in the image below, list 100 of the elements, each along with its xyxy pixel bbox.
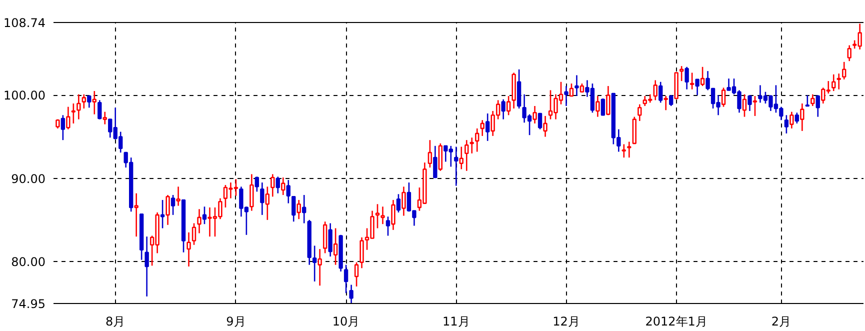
candlestick (622, 144, 626, 158)
y-tick-label: 108.74 (4, 16, 46, 30)
candlestick (501, 98, 506, 120)
x-tick-label: 12月 (552, 314, 580, 328)
candlestick (596, 95, 600, 118)
x-tick-label: 8月 (106, 314, 126, 328)
candlestick (653, 80, 658, 101)
candlestick (700, 66, 705, 87)
candlestick (721, 87, 726, 108)
candlestick (186, 232, 191, 268)
candlestick (658, 81, 663, 104)
candlestick (87, 95, 92, 108)
candlestick (784, 114, 789, 134)
x-tick-label: 2012年1月 (645, 314, 708, 328)
candlestick (669, 94, 674, 107)
candlestick (438, 142, 443, 172)
candlestick (170, 194, 176, 216)
x-tick-label: 9月 (226, 314, 246, 328)
candlestick (176, 186, 180, 206)
y-tick-label: 100.00 (4, 88, 46, 103)
candlestick (192, 222, 196, 246)
y-tick-label: 74.95 (11, 297, 46, 311)
candlestick (847, 44, 852, 62)
candlestick (281, 176, 286, 196)
candlestick (396, 193, 401, 214)
candlestick (816, 94, 820, 118)
candlestick (748, 94, 752, 112)
candlestick (600, 98, 606, 116)
candlestick (286, 179, 290, 204)
candlestick (454, 146, 458, 186)
candlestick (250, 174, 254, 212)
candlestick (832, 74, 836, 92)
candlestick (292, 196, 296, 222)
candlestick (752, 95, 758, 117)
candlestick (794, 112, 800, 124)
candlestick (790, 111, 794, 130)
candlestick (144, 236, 149, 298)
candlestick (302, 194, 306, 224)
candlestick (402, 186, 406, 216)
candlestick (354, 262, 359, 288)
candlestick (480, 119, 484, 137)
candlestick (92, 90, 96, 115)
candlestick (197, 208, 202, 234)
candlestick (391, 199, 396, 231)
x-tick-label: 10月 (332, 314, 360, 328)
candlestick (344, 264, 348, 294)
candlestick (333, 228, 338, 266)
candlestick (664, 95, 668, 111)
candlestick (627, 141, 632, 158)
candlestick (574, 74, 579, 97)
candlestick (296, 199, 301, 220)
candlestick (276, 176, 280, 194)
candlestick (606, 85, 610, 116)
candlestick (842, 61, 846, 80)
candlestick (695, 78, 700, 96)
candlestick (82, 94, 86, 110)
candlestick (102, 111, 107, 125)
candlestick (459, 146, 464, 170)
candlestick (360, 236, 364, 269)
candlestick (166, 194, 170, 226)
candlestick (428, 139, 432, 168)
candlestick (134, 192, 138, 238)
candlestick (506, 95, 511, 116)
candlestick (486, 112, 490, 142)
candlestick (312, 245, 317, 282)
candlestick (265, 186, 270, 221)
candlestick (318, 248, 322, 286)
candlestick (254, 176, 260, 192)
candlestick (564, 85, 568, 107)
candlestick (805, 94, 810, 107)
candlestick (532, 105, 537, 124)
y-tick-label: 80.00 (11, 255, 46, 270)
candlestick (475, 128, 480, 152)
candlestick (679, 65, 684, 82)
x-tick-label: 11月 (442, 314, 470, 328)
candlestick (270, 174, 275, 198)
candlestick (810, 94, 815, 107)
candlestick (638, 104, 642, 122)
candlestick (684, 66, 689, 90)
candlestick (538, 112, 542, 130)
candlestick (690, 72, 694, 90)
candlestick (543, 115, 548, 138)
y-tick-label: 90.00 (11, 172, 46, 186)
candlestick (66, 106, 70, 130)
candlestick (386, 216, 390, 236)
candlestick (328, 222, 332, 258)
candlestick (470, 136, 474, 154)
candlestick (202, 206, 207, 225)
x-tick-label: 2月 (771, 314, 792, 328)
candlestick (464, 139, 469, 172)
candlestick (433, 145, 438, 178)
candlestick (60, 114, 66, 141)
candlestick (98, 100, 102, 120)
candlestick (160, 199, 165, 229)
candlestick (260, 182, 264, 216)
candlestick (349, 284, 354, 304)
candlestick (836, 72, 841, 90)
candlestick (322, 220, 328, 254)
candlestick (569, 82, 574, 97)
candlestick (742, 94, 747, 118)
